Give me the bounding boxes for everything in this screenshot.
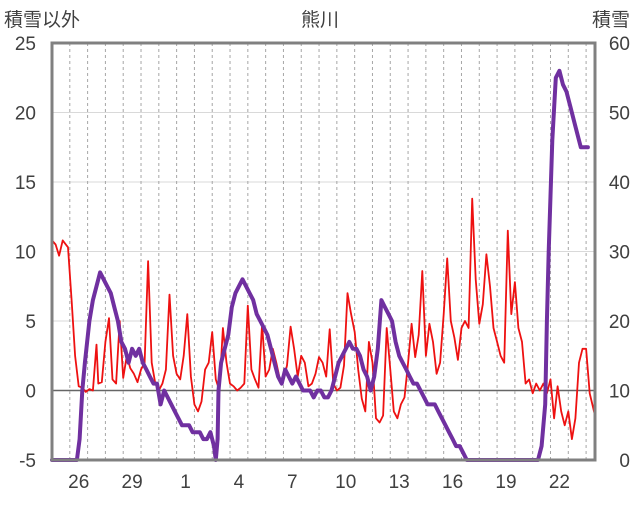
- right-y-tick-label: 60: [609, 34, 630, 55]
- right-y-tick-label: 20: [609, 312, 630, 333]
- x-tick-label: 4: [234, 472, 245, 493]
- left-y-tick-label: 25: [15, 34, 36, 55]
- x-tick-label: 19: [495, 472, 516, 493]
- right-y-tick-label: 50: [609, 104, 630, 125]
- plot-frame: [50, 41, 597, 462]
- x-tick-label: 1: [180, 472, 191, 493]
- x-tick-label: 29: [122, 472, 143, 493]
- right-y-tick-label: 10: [609, 382, 630, 403]
- left-y-tick-label: 20: [15, 104, 36, 125]
- left-axis-title: 積雪以外: [4, 9, 80, 31]
- snow-depth-line: [50, 68, 590, 462]
- x-tick-label: 13: [389, 472, 410, 493]
- left-y-tick-label: 0: [25, 382, 36, 403]
- chart-title: 熊川: [301, 9, 339, 31]
- left-y-tick-label: 15: [15, 173, 36, 194]
- right-axis-title: 積雪: [592, 9, 630, 31]
- left-y-tick-label: -5: [19, 451, 36, 472]
- left-y-tick-label: 5: [25, 312, 36, 333]
- right-y-tick-label: 30: [609, 243, 630, 264]
- x-tick-label: 16: [442, 472, 463, 493]
- temperature-line: [51, 197, 596, 441]
- right-y-tick-label: 40: [609, 173, 630, 194]
- left-y-tick-label: 10: [15, 243, 36, 264]
- right-y-tick-label: 0: [619, 451, 630, 472]
- x-tick-label: 26: [68, 472, 89, 493]
- x-tick-label: 7: [287, 472, 298, 493]
- x-tick-label: 22: [549, 472, 570, 493]
- series-lines: [50, 68, 596, 462]
- x-tick-label: 10: [335, 472, 356, 493]
